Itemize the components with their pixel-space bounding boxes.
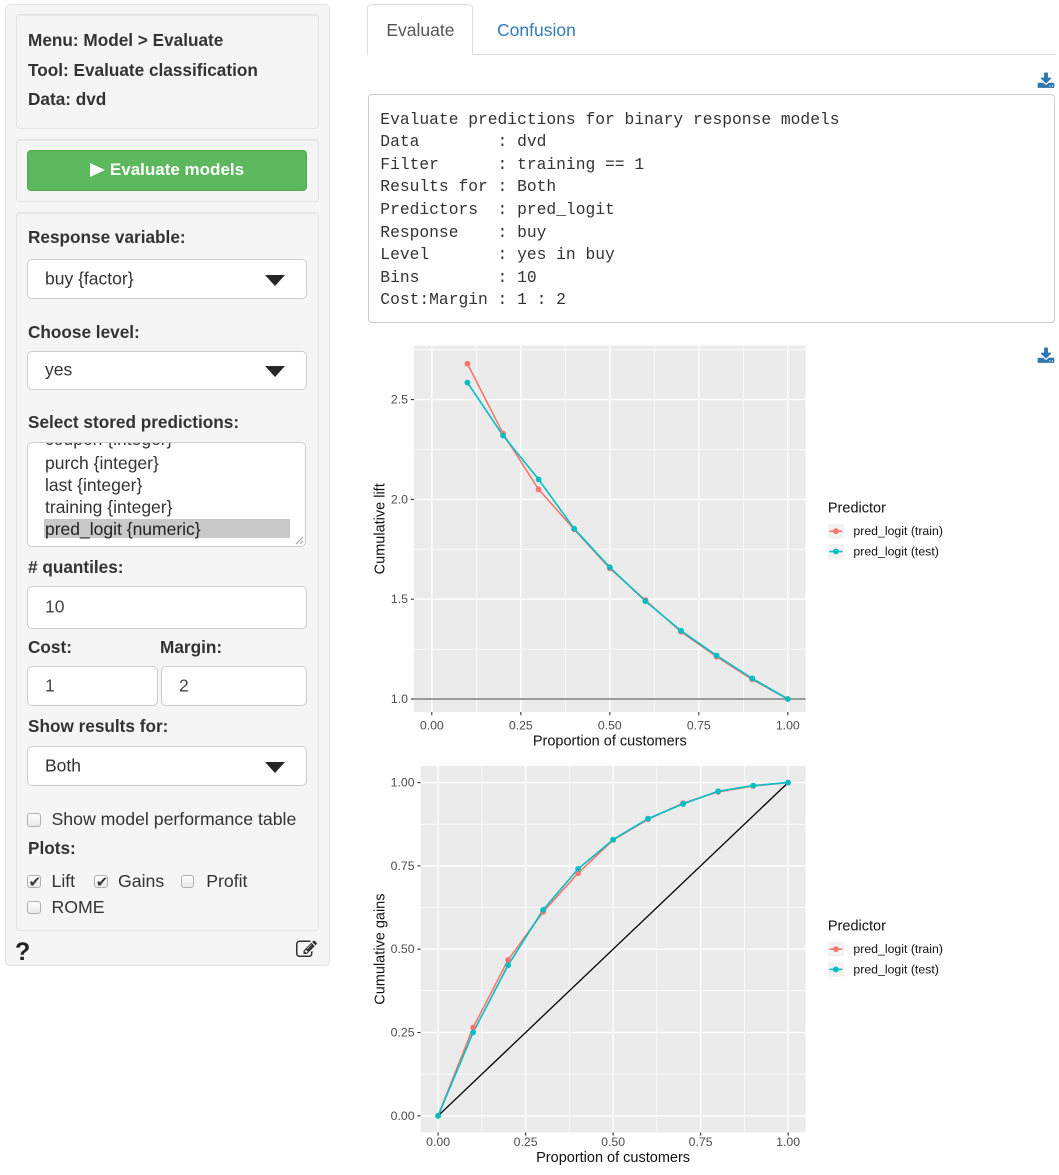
svg-text:0.00: 0.00 xyxy=(420,719,444,733)
svg-text:Predictor: Predictor xyxy=(828,501,886,517)
svg-text:Proportion of customers: Proportion of customers xyxy=(533,734,687,750)
svg-text:pred_logit (train): pred_logit (train) xyxy=(853,942,943,956)
svg-text:2.5: 2.5 xyxy=(391,393,408,407)
svg-text:0.50: 0.50 xyxy=(391,942,415,956)
svg-text:Predictor: Predictor xyxy=(828,919,886,935)
svg-text:0.25: 0.25 xyxy=(391,1026,415,1040)
svg-text:1.0: 1.0 xyxy=(391,692,408,706)
svg-text:Cumulative gains: Cumulative gains xyxy=(373,893,389,1004)
svg-text:Cumulative lift: Cumulative lift xyxy=(373,483,389,574)
svg-text:0.00: 0.00 xyxy=(391,1109,415,1123)
svg-text:pred_logit (train): pred_logit (train) xyxy=(853,524,943,538)
svg-text:pred_logit (test): pred_logit (test) xyxy=(853,962,938,976)
svg-text:0.75: 0.75 xyxy=(687,719,711,733)
svg-text:0.25: 0.25 xyxy=(509,719,533,733)
svg-text:0.25: 0.25 xyxy=(514,1135,538,1149)
svg-text:pred_logit (test): pred_logit (test) xyxy=(853,545,938,559)
svg-text:2.0: 2.0 xyxy=(391,492,408,506)
svg-text:0.75: 0.75 xyxy=(689,1135,713,1149)
svg-text:Proportion of customers: Proportion of customers xyxy=(536,1150,690,1166)
svg-text:0.50: 0.50 xyxy=(598,719,622,733)
svg-text:0.50: 0.50 xyxy=(601,1135,625,1149)
svg-text:1.00: 1.00 xyxy=(776,719,800,733)
svg-text:0.75: 0.75 xyxy=(391,859,415,873)
svg-text:1.00: 1.00 xyxy=(391,776,415,790)
svg-text:1.5: 1.5 xyxy=(391,592,408,606)
svg-text:0.00: 0.00 xyxy=(426,1135,450,1149)
svg-text:1.00: 1.00 xyxy=(776,1135,800,1149)
